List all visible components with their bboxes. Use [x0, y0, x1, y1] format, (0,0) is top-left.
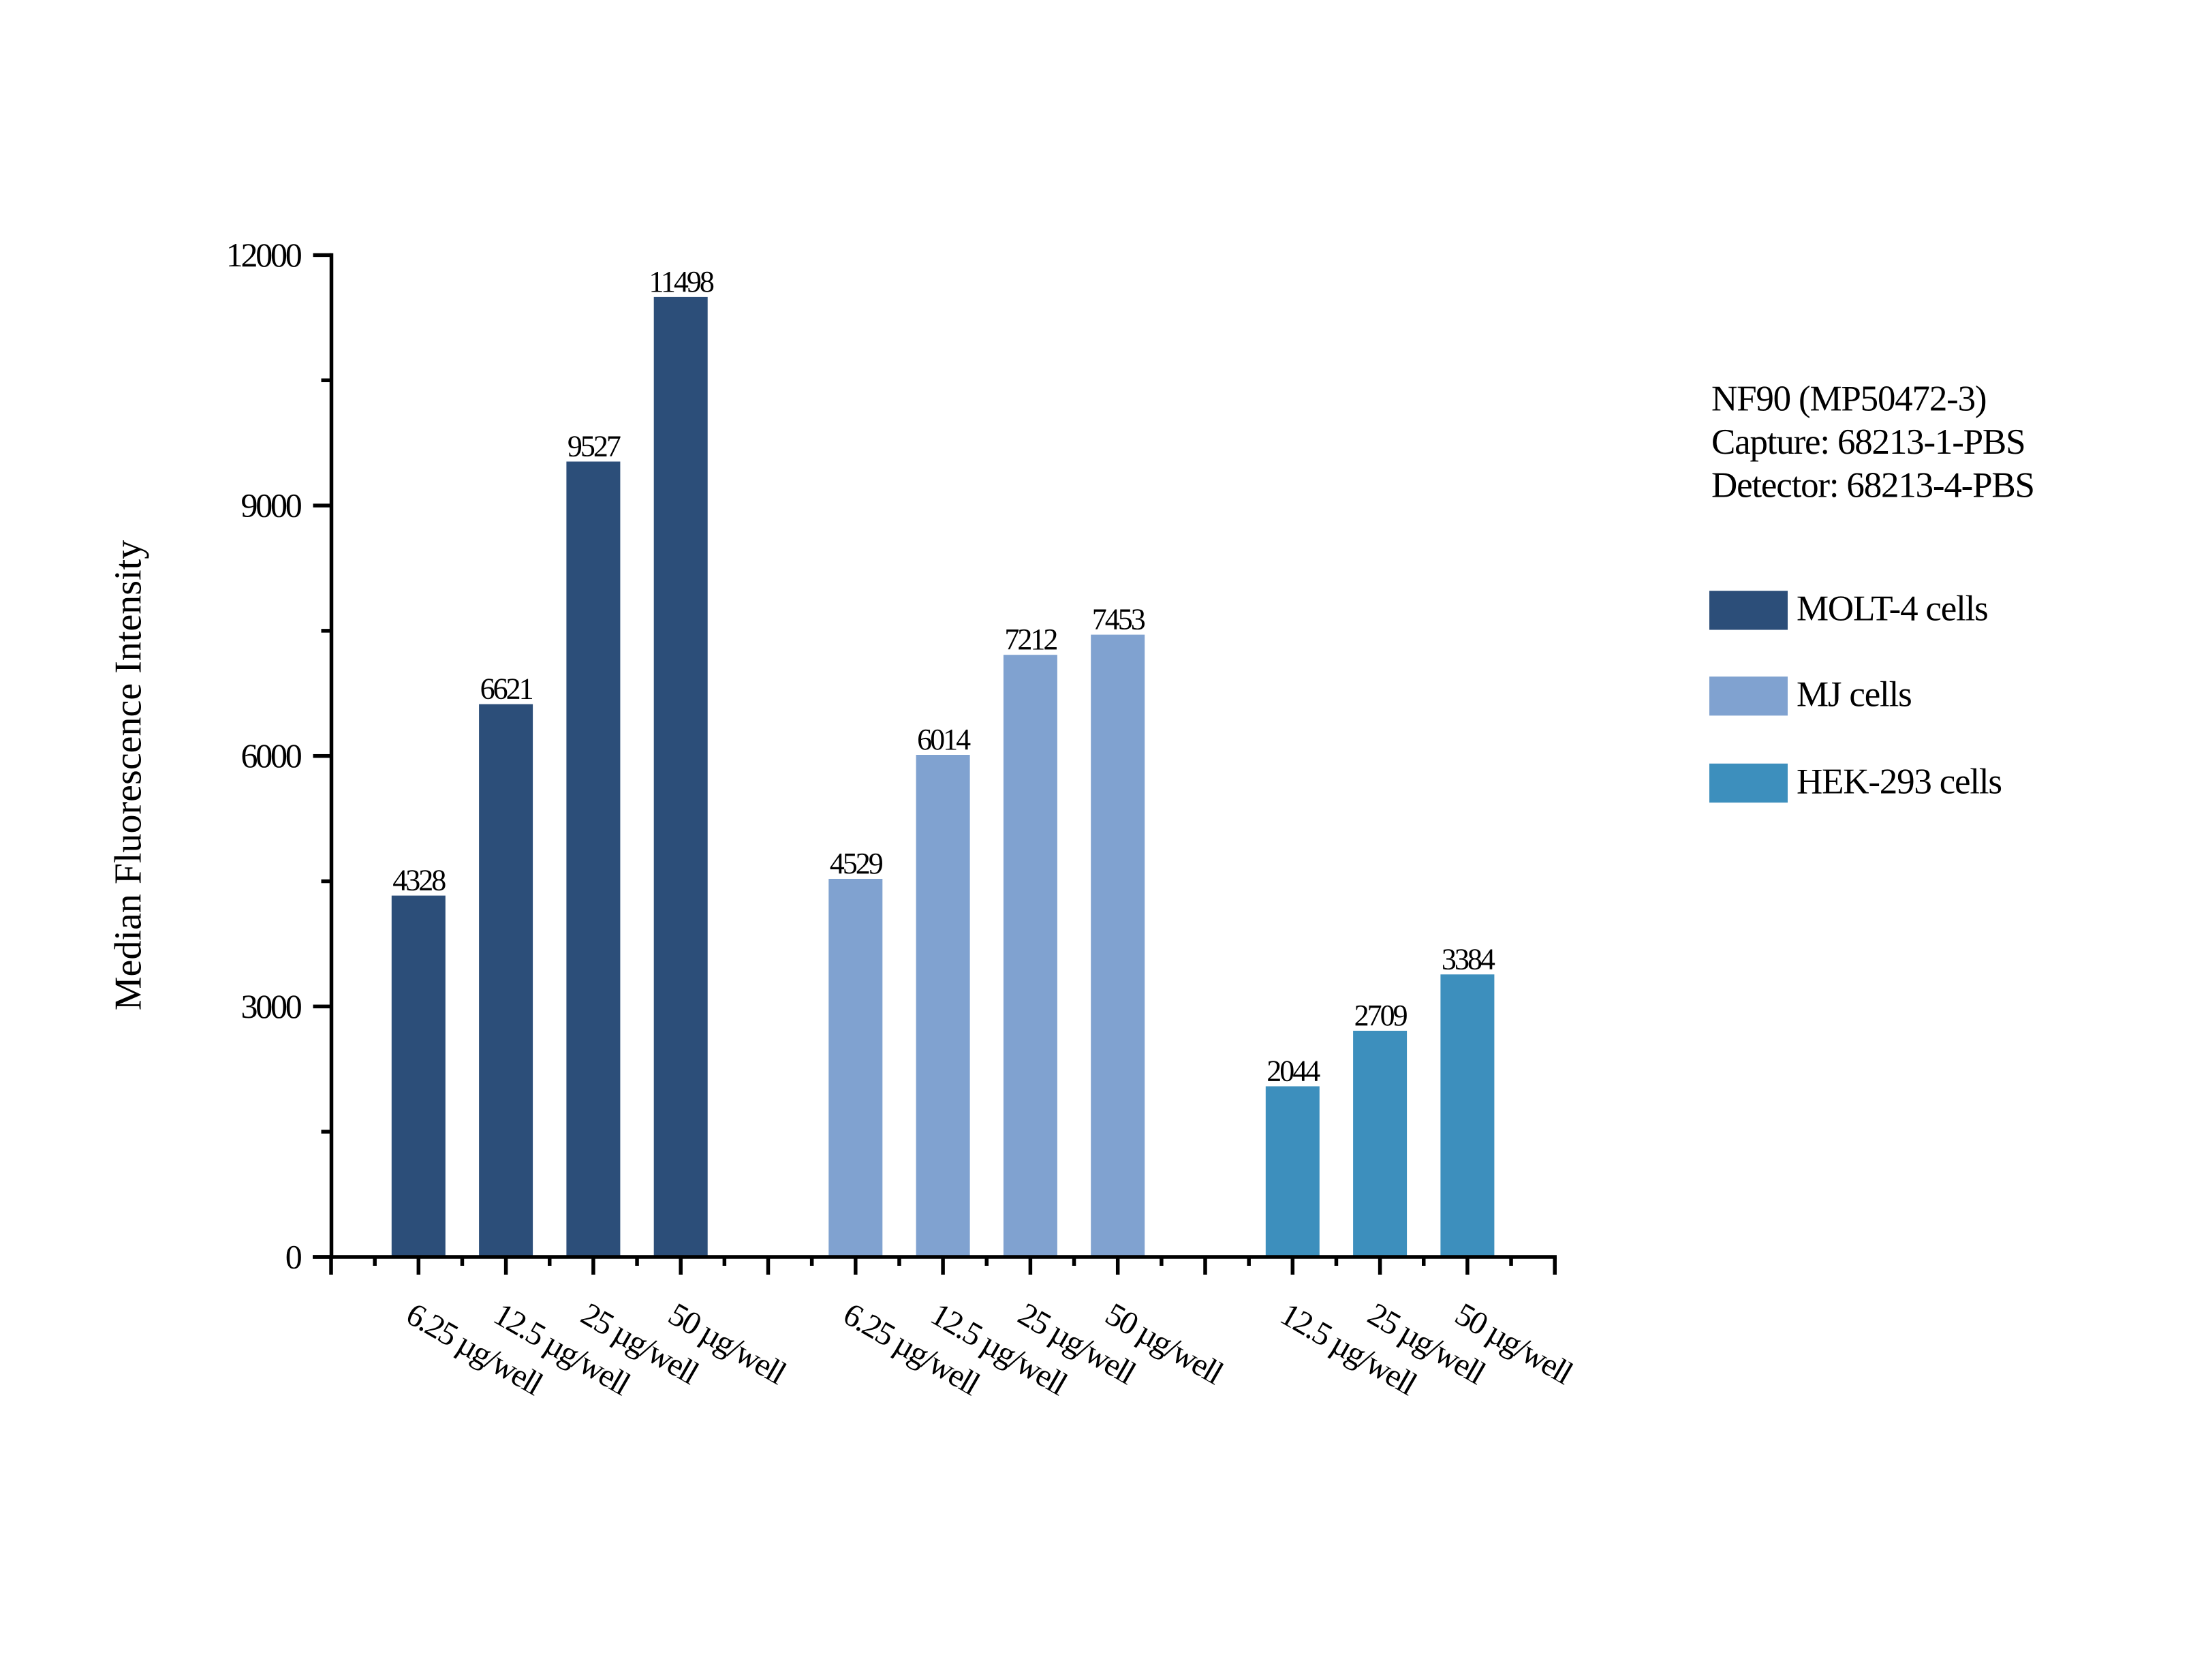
svg-text:0: 0	[285, 1238, 302, 1276]
svg-text:Capture: 68213-1-PBS: Capture: 68213-1-PBS	[1711, 422, 2025, 462]
svg-text:2709: 2709	[1354, 999, 1408, 1032]
svg-text:NF90 (MP50472-3): NF90 (MP50472-3)	[1711, 379, 1986, 419]
svg-text:4328: 4328	[392, 864, 446, 897]
svg-text:6000: 6000	[241, 736, 302, 775]
svg-text:9000: 9000	[241, 486, 302, 525]
svg-text:6621: 6621	[480, 672, 533, 706]
svg-text:11498: 11498	[649, 265, 714, 298]
svg-text:7453: 7453	[1092, 603, 1145, 636]
svg-text:MOLT-4 cells: MOLT-4 cells	[1797, 589, 1988, 629]
svg-text:6014: 6014	[917, 723, 971, 756]
svg-text:3000: 3000	[241, 987, 302, 1025]
svg-text:Median Fluorescence Intensity: Median Fluorescence Intensity	[108, 540, 150, 1010]
svg-text:3384: 3384	[1442, 942, 1495, 976]
svg-text:Detector: 68213-4-PBS: Detector: 68213-4-PBS	[1711, 466, 2034, 505]
svg-text:7212: 7212	[1004, 623, 1057, 656]
svg-text:9527: 9527	[568, 430, 621, 463]
svg-text:2044: 2044	[1267, 1055, 1320, 1088]
svg-text:MJ cells: MJ cells	[1797, 675, 1912, 715]
svg-text:HEK-293 cells: HEK-293 cells	[1797, 762, 2002, 801]
svg-text:12000: 12000	[226, 236, 302, 274]
svg-text:4529: 4529	[830, 847, 883, 880]
